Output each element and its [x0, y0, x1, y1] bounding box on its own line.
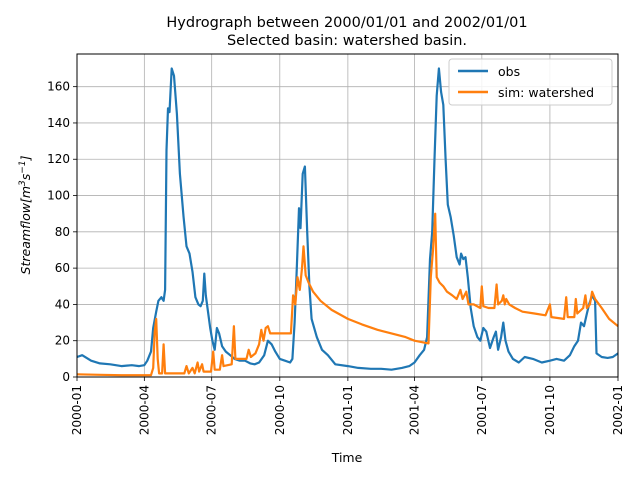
y-tick-label: 60 — [55, 261, 70, 275]
chart-subtitle: Selected basin: watershed basin. — [227, 33, 467, 49]
x-axis-ticks: 2000-01 2000-04 2000-07 2000-10 2001-01 2001-… — [70, 377, 625, 435]
y-axis-label-sup2: −1 — [18, 160, 28, 173]
x-tick-label: 2000-10 — [273, 385, 287, 435]
x-tick-label: 2000-01 — [70, 385, 84, 435]
y-axis-label: Streamflow[m3s−1] — [18, 155, 33, 274]
x-tick-label: 2000-04 — [137, 385, 151, 435]
y-tick-label: 120 — [47, 152, 70, 166]
y-tick-label: 20 — [55, 334, 70, 348]
x-tick-label: 2001-07 — [475, 385, 489, 435]
y-tick-label: 80 — [55, 225, 70, 239]
x-tick-label: 2002-01 — [611, 385, 625, 435]
x-tick-label: 2001-10 — [543, 385, 557, 435]
legend-label-obs: obs — [498, 64, 520, 79]
x-tick-label: 2001-04 — [407, 385, 421, 435]
x-axis-label: Time — [331, 450, 363, 465]
x-tick-label: 2000-07 — [205, 385, 219, 435]
legend: obs sim: watershed — [448, 58, 613, 106]
x-tick-label: 2001-01 — [341, 385, 355, 435]
y-axis-label-mid: s — [18, 173, 33, 180]
y-tick-label: 0 — [62, 370, 70, 384]
series-lines — [76, 67, 619, 377]
series-line-sim-watershed — [76, 212, 619, 377]
legend-label-sim: sim: watershed — [498, 85, 594, 100]
y-tick-label: 40 — [55, 297, 70, 311]
y-axis-ticks: 0 20 40 60 80 100 120 140 160 — [47, 80, 77, 384]
y-axis-label-sup1: 3 — [18, 180, 28, 186]
y-axis-label-end: ] — [18, 155, 33, 161]
y-tick-label: 100 — [47, 189, 70, 203]
y-tick-label: 140 — [47, 116, 70, 130]
y-tick-label: 160 — [47, 80, 70, 94]
legend-box — [448, 58, 613, 106]
y-axis-label-main: Streamflow[m — [18, 186, 33, 275]
series-line-obs — [76, 67, 619, 371]
chart-title: Hydrograph between 2000/01/01 and 2002/0… — [166, 15, 527, 31]
